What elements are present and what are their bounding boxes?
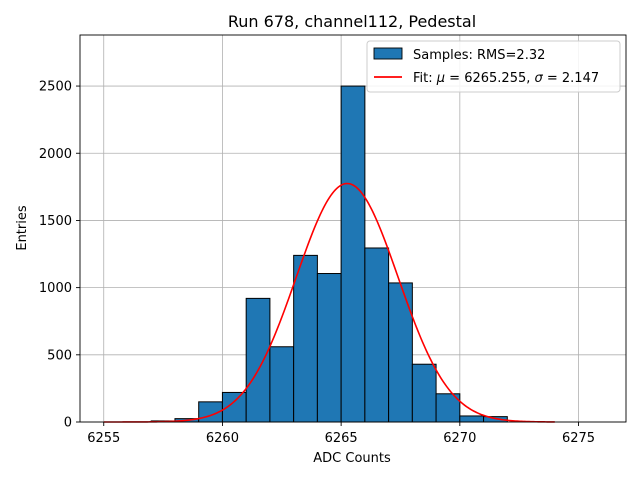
y-axis-label: Entries <box>15 205 30 251</box>
y-tick-label: 2000 <box>39 147 72 162</box>
fit-curve <box>103 182 555 423</box>
legend-swatch-samples <box>373 47 403 60</box>
y-tick-label: 2500 <box>39 80 72 95</box>
x-tick-label: 6265 <box>325 431 358 446</box>
histogram-bar <box>364 247 390 423</box>
y-tick-label: 1000 <box>39 281 72 296</box>
x-tick-label: 6275 <box>562 431 595 446</box>
histogram-bar <box>340 85 366 423</box>
y-axis-ticks: 0 500 1000 1500 2000 2500 <box>39 80 80 431</box>
x-axis-ticks: 6255 6260 6265 6270 6275 <box>87 422 595 446</box>
x-axis-label: ADC Counts <box>313 451 391 466</box>
histogram-bar <box>269 346 295 423</box>
legend-fit-prefix: Fit: <box>413 71 437 86</box>
legend-fit-mu-symbol: μ <box>436 71 445 86</box>
legend: Samples: RMS=2.32 Fit: μ = 6265.255, σ =… <box>366 40 621 93</box>
histogram-bar <box>411 363 437 423</box>
x-tick-label: 6260 <box>206 431 239 446</box>
legend-fit-sigma-value: = 2.147 <box>543 71 599 86</box>
x-tick-label: 6270 <box>443 431 476 446</box>
histogram-bar <box>245 297 271 423</box>
legend-label-fit: Fit: μ = 6265.255, σ = 2.147 <box>413 71 599 86</box>
histogram-bar <box>316 273 342 423</box>
histogram-bar <box>459 415 485 423</box>
legend-fit-sigma-symbol: σ <box>535 71 544 86</box>
y-tick-label: 1500 <box>39 214 72 229</box>
histogram-bar <box>293 254 318 423</box>
legend-label-samples: Samples: RMS=2.32 <box>413 48 545 63</box>
y-tick-label: 500 <box>47 348 72 363</box>
y-tick-label: 0 <box>64 416 72 431</box>
legend-box <box>366 40 621 93</box>
histogram-bars <box>150 85 508 423</box>
x-tick-label: 6255 <box>87 431 120 446</box>
chart-title: Run 678, channel112, Pedestal <box>228 12 476 31</box>
histogram-bar <box>388 282 413 423</box>
legend-fit-mu-value: = 6265.255, <box>445 71 534 86</box>
plot-frame <box>79 34 627 423</box>
